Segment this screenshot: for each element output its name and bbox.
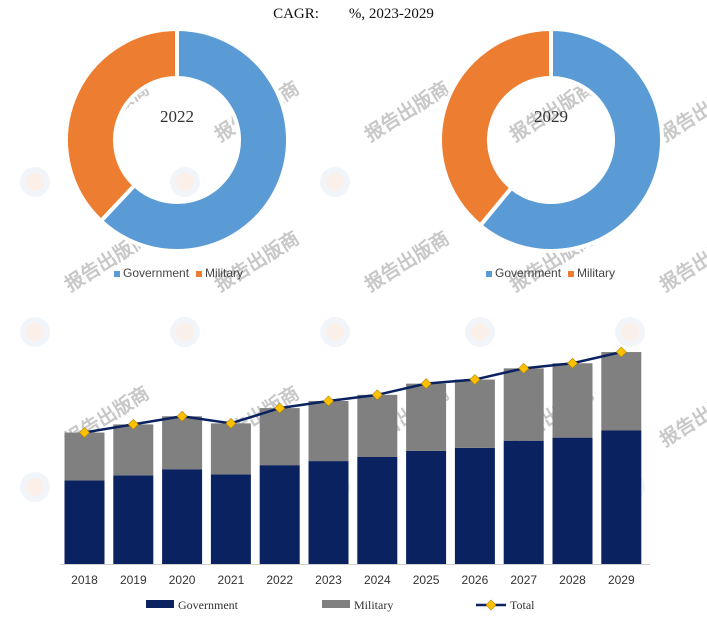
- x-tick-label: 2028: [559, 573, 586, 587]
- donut-center-label: 2029: [534, 107, 568, 126]
- bar-government-2021: [210, 474, 251, 564]
- legend-item-military: Military: [322, 598, 393, 612]
- watermark-logo: [615, 317, 645, 347]
- watermark-logo: [320, 317, 350, 347]
- legend-swatch: [146, 600, 174, 608]
- x-tick-label: 2020: [169, 573, 196, 587]
- legend-label: Government: [178, 598, 239, 612]
- x-tick-label: 2027: [510, 573, 537, 587]
- legend-item-government: Government: [146, 598, 239, 612]
- total-marker-2020: [176, 410, 188, 422]
- total-marker-2026: [469, 374, 481, 385]
- watermark-logo: [170, 317, 200, 347]
- watermark-text: 报告出版商: [360, 226, 453, 296]
- total-marker-2018: [79, 427, 90, 438]
- watermark-logo: [20, 317, 50, 347]
- bar-government-2025: [406, 450, 447, 564]
- watermark-logo: [20, 472, 50, 502]
- total-marker-2025: [420, 378, 432, 390]
- legend-swatch: [322, 600, 350, 608]
- bar-government-2027: [503, 440, 544, 564]
- total-marker-2021: [225, 417, 237, 429]
- watermark-logo: [170, 167, 200, 197]
- bar-government-2022: [259, 465, 300, 564]
- donut-chart-2029: 2029 Government Military: [438, 26, 664, 280]
- title-prefix: CAGR:: [273, 6, 319, 22]
- legend-swatch: [486, 271, 492, 277]
- bar-government-2024: [357, 457, 398, 564]
- bar-government-2028: [552, 437, 593, 564]
- legend-swatch: [196, 271, 202, 277]
- legend-item-military: Military: [196, 266, 243, 280]
- legend-label: Military: [577, 266, 615, 280]
- legend-label: Government: [495, 266, 562, 280]
- total-marker-2023: [323, 395, 334, 407]
- x-tick-label: 2022: [266, 573, 293, 587]
- bar-government-2019: [113, 475, 154, 564]
- bar-government-2018: [64, 480, 105, 564]
- title-suffix: %, 2023-2029: [348, 6, 434, 22]
- x-tick-label: 2025: [413, 573, 440, 587]
- bar-military-2025: [406, 383, 447, 451]
- legend-label: Military: [205, 266, 243, 280]
- bar-government-2029: [601, 430, 642, 564]
- total-marker-2022: [274, 402, 286, 414]
- bar-military-2029: [601, 352, 642, 431]
- donut-slice-government: [98, 26, 290, 253]
- x-tick-label: 2026: [462, 573, 489, 587]
- legend-item-government: Government: [486, 266, 562, 280]
- donut-slice-government: [477, 26, 664, 253]
- legend-item-government: Government: [114, 266, 190, 280]
- bar-military-2022: [259, 408, 300, 466]
- donut-slice-military: [64, 26, 179, 224]
- x-tick-label: 2029: [608, 573, 635, 587]
- legend-item-total: Total: [476, 598, 535, 612]
- watermark-logo: [20, 167, 50, 197]
- chart-title: CAGR: %, 2023-2029: [0, 6, 707, 26]
- bar-military-2020: [162, 416, 203, 470]
- legend-label: Total: [510, 598, 535, 612]
- total-marker-2024: [371, 389, 383, 401]
- bar-military-2019: [113, 424, 154, 476]
- bar-government-2023: [308, 461, 349, 564]
- stacked-bar-chart: 2018 2019 2020 2021 2022 2023 2024 2025 2026 2027…: [60, 346, 650, 612]
- watermark-text: 报告出版商: [655, 381, 707, 451]
- total-marker-2027: [518, 362, 530, 374]
- x-tick-label: 2019: [120, 573, 147, 587]
- x-tick-label: 2018: [71, 573, 98, 587]
- bar-military-2023: [308, 400, 349, 462]
- bar-military-2018: [64, 432, 105, 481]
- legend-label: Government: [123, 266, 190, 280]
- total-marker-2028: [567, 357, 578, 369]
- legend-item-military: Military: [568, 266, 615, 280]
- watermark-logo: [465, 317, 495, 347]
- total-marker-2029: [615, 346, 627, 358]
- legend-swatch: [568, 271, 574, 277]
- bar-military-2024: [357, 394, 398, 457]
- bar-government-2020: [162, 469, 203, 564]
- bar-military-2026: [454, 379, 495, 448]
- donut-slice-military: [438, 26, 553, 229]
- donut-chart-2022: 2022 Government Military: [64, 26, 290, 280]
- legend-marker: [485, 599, 497, 611]
- bar-military-2021: [210, 423, 251, 475]
- total-marker-2019: [127, 418, 139, 430]
- x-tick-label: 2024: [364, 573, 391, 587]
- watermark-logo: [320, 167, 350, 197]
- legend-swatch: [114, 271, 120, 277]
- total-line: [84, 350, 622, 434]
- x-tick-label: 2021: [218, 573, 245, 587]
- donut-center-label: 2022: [160, 107, 194, 126]
- bar-government-2026: [454, 447, 495, 564]
- x-tick-label: 2023: [315, 573, 342, 587]
- legend-label: Military: [354, 598, 393, 612]
- bar-military-2027: [503, 368, 544, 441]
- bar-military-2028: [552, 363, 593, 438]
- watermark-text: 报告出版商: [655, 226, 707, 296]
